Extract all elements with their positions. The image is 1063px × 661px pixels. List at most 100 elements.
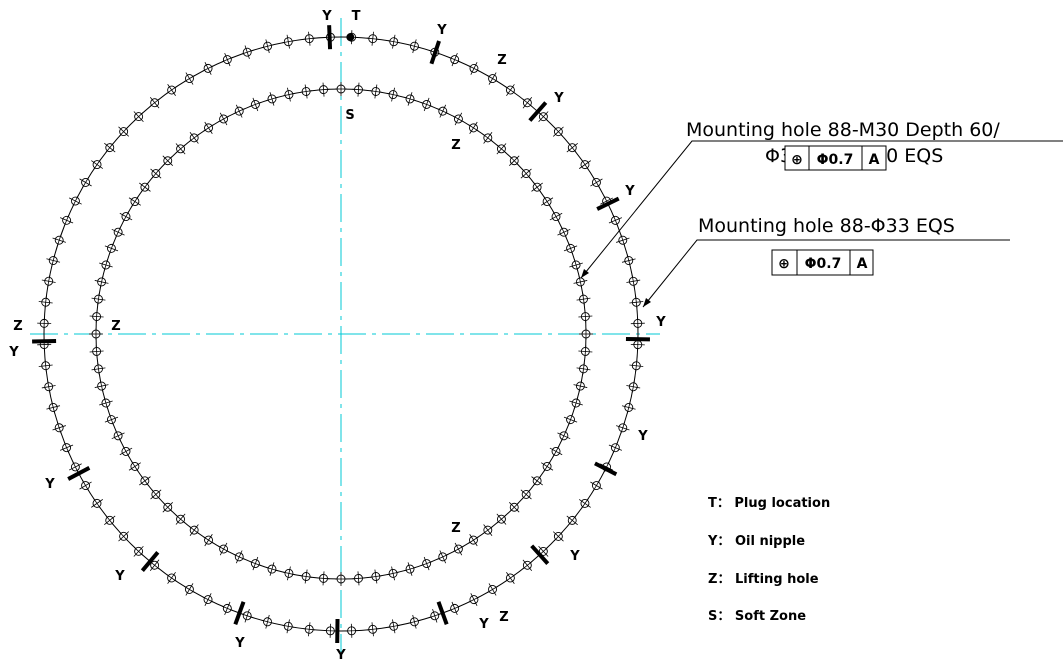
- outer-mounting-hole: [626, 275, 641, 288]
- fcf-tolerance: Φ0.7: [817, 152, 854, 168]
- inner-mounting-hole: [549, 211, 563, 223]
- inner-mounting-hole: [569, 397, 583, 409]
- inner-mounting-hole: [579, 328, 593, 340]
- outer-mounting-hole: [448, 601, 461, 616]
- callout-inner-line1: Mounting hole 88-M30 Depth 60/: [686, 119, 1000, 141]
- outer-mounting-hole: [608, 214, 623, 227]
- inner-mounting-hole: [541, 196, 554, 207]
- outer-mounting-hole: [522, 559, 533, 571]
- inner-mounting-hole: [218, 112, 230, 126]
- mark-label-y: Y: [8, 345, 19, 360]
- inner-mounting-hole: [128, 196, 141, 207]
- outer-mounting-hole: [59, 214, 74, 227]
- inner-mounting-hole: [94, 275, 109, 288]
- inner-mounting-hole: [317, 571, 330, 586]
- outer-mounting-hole: [522, 97, 533, 109]
- fcf-datum: A: [857, 256, 868, 272]
- outer-mounting-hole: [261, 39, 274, 54]
- outer-mounting-hole: [38, 296, 53, 309]
- inner-mounting-hole: [99, 397, 113, 409]
- outer-mounting-hole: [166, 84, 177, 96]
- outer-mounting-hole: [149, 97, 160, 109]
- fcf-datum: A: [869, 152, 880, 168]
- mark-label-z: Z: [451, 138, 460, 153]
- outer-mounting-hole: [608, 441, 623, 454]
- inner-mounting-hole: [119, 445, 133, 457]
- position-symbol: ⊕: [778, 256, 790, 272]
- inner-mounting-hole: [352, 571, 365, 586]
- inner-mounting-hole: [94, 380, 109, 393]
- outer-mounting-hole: [578, 498, 591, 509]
- oil-nipple-marker: [233, 601, 246, 626]
- mark-label-y: Y: [114, 569, 125, 584]
- inner-mounting-hole: [218, 542, 230, 556]
- mark-label-y: Y: [637, 429, 648, 444]
- outer-mounting-hole: [408, 39, 421, 54]
- legend-item-z: Z： Lifting hole: [708, 572, 819, 587]
- outer-mounting-hole: [184, 583, 195, 596]
- outer-mounting-hole: [261, 614, 274, 629]
- outer-mounting-hole: [626, 380, 641, 393]
- mark-label-z: Z: [451, 521, 460, 536]
- inner-mounting-hole: [119, 211, 133, 223]
- inner-mounting-hole: [104, 242, 119, 255]
- mark-label-y: Y: [321, 9, 332, 24]
- inner-mounting-hole: [139, 182, 151, 193]
- outer-mounting-hole: [387, 34, 400, 49]
- inner-mounting-hole: [404, 92, 416, 106]
- outer-mounting-hole: [468, 593, 480, 607]
- outer-mounting-hole: [133, 545, 144, 557]
- outer-hole-pattern: [37, 30, 645, 638]
- outer-mounting-hole: [579, 159, 591, 170]
- outer-mounting-hole: [366, 31, 379, 46]
- oil-nipple-marker: [67, 466, 91, 481]
- inner-mounting-hole: [437, 550, 449, 564]
- outer-mounting-hole: [538, 111, 549, 123]
- inner-mounting-hole: [300, 569, 313, 584]
- inner-mounting-hole: [452, 112, 464, 126]
- oil-nipple-marker: [594, 461, 618, 477]
- outer-mounting-hole: [324, 623, 337, 638]
- outer-mounting-hole: [487, 72, 498, 85]
- inner-mounting-hole: [573, 275, 588, 288]
- inner-mounting-hole: [549, 445, 563, 457]
- inner-mounting-hole: [437, 104, 449, 118]
- inner-mounting-hole: [557, 226, 571, 238]
- outer-mounting-hole: [505, 572, 516, 584]
- outer-mounting-hole: [303, 31, 316, 46]
- oil-nipple-marker: [429, 40, 441, 65]
- outer-mounting-hole: [221, 601, 234, 616]
- outer-mounting-hole: [41, 380, 56, 393]
- outer-mounting-hole: [303, 622, 316, 637]
- inner-mounting-hole: [578, 345, 593, 358]
- oil-nipple-marker: [596, 196, 620, 211]
- outer-mounting-hole: [241, 45, 254, 59]
- outer-mounting-hole: [37, 317, 52, 330]
- inner-mounting-hole: [282, 87, 295, 102]
- inner-mounting-hole: [249, 556, 262, 571]
- mark-label-z: Z: [111, 319, 120, 334]
- outer-mounting-hole: [91, 159, 104, 170]
- outer-mounting-hole: [387, 619, 400, 634]
- inner-mounting-hole: [482, 524, 493, 536]
- outer-mounting-hole: [630, 317, 645, 330]
- inner-mounting-hole: [452, 542, 464, 556]
- inner-mounting-hole: [509, 155, 520, 166]
- inner-mounting-hole: [509, 502, 520, 513]
- mark-label-z: Z: [13, 319, 22, 334]
- mark-label-y: Y: [553, 91, 564, 106]
- outer-mounting-hole: [104, 515, 116, 526]
- fcf-inner: ⊕ Φ0.7 A: [784, 145, 887, 171]
- inner-mounting-hole: [573, 380, 588, 393]
- inner-mounting-hole: [563, 242, 578, 255]
- mark-label-t: T: [352, 9, 361, 24]
- inner-mounting-hole: [89, 310, 104, 323]
- outer-mounting-hole: [46, 254, 61, 267]
- inner-mounting-hole: [520, 168, 532, 179]
- inner-mounting-hole: [99, 259, 113, 271]
- outer-mounting-hole: [616, 234, 630, 247]
- outer-mounting-hole: [38, 359, 53, 372]
- outer-mounting-hole: [629, 296, 644, 309]
- outer-mounting-hole: [59, 441, 74, 454]
